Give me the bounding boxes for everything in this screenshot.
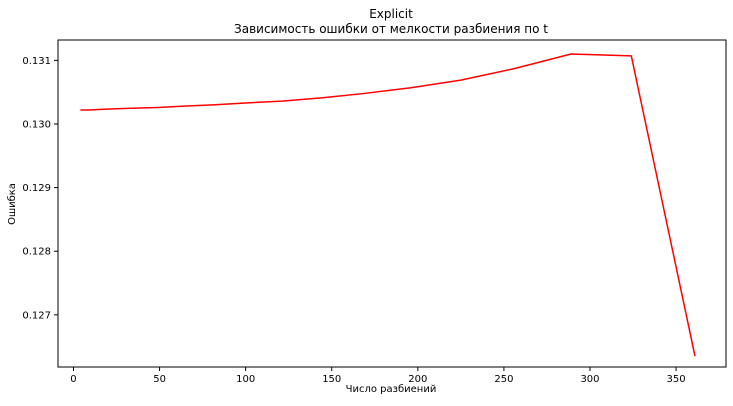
x-tick-label: 350 — [667, 374, 686, 385]
x-tick-label: 0 — [70, 374, 76, 385]
chart-subtitle: Зависимость ошибки от мелкости разбиения… — [234, 22, 548, 36]
x-tick-label: 250 — [494, 374, 513, 385]
plot-frame — [57, 39, 727, 368]
y-tick-label: 0.127 — [22, 310, 51, 321]
x-tick-label: 200 — [408, 374, 427, 385]
chart-title: Explicit — [369, 7, 413, 21]
series-line-0 — [80, 53, 696, 357]
x-tick-label: 100 — [236, 374, 255, 385]
plot-area: 0 50 100 150 200 250 300 350 0.127 0.128 0.129 0.13… — [22, 39, 727, 385]
x-tick-label: 50 — [153, 374, 166, 385]
x-tick-label: 300 — [580, 374, 599, 385]
x-axis-label: Число разбиений — [346, 384, 437, 395]
x-tick-label: 150 — [322, 374, 341, 385]
y-tick-label: 0.129 — [22, 183, 51, 194]
y-tick-label: 0.131 — [22, 56, 51, 67]
y-tick-label: 0.128 — [22, 247, 51, 258]
y-axis-label: Ошибка — [7, 183, 18, 225]
y-tick-label: 0.130 — [22, 119, 51, 130]
